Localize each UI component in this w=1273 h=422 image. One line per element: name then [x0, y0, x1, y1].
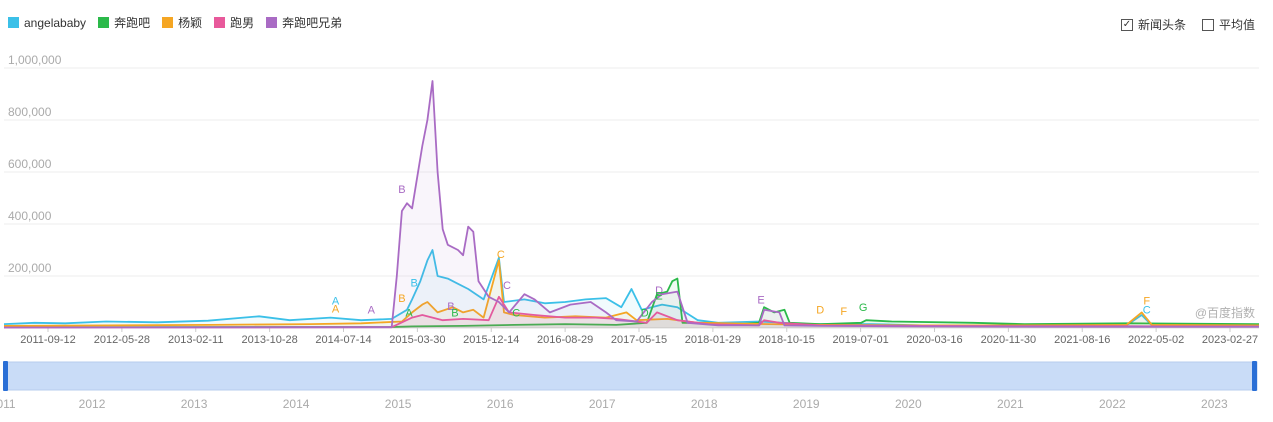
x-tick-label: 2014-07-14: [315, 334, 371, 346]
news-marker[interactable]: B: [447, 301, 454, 313]
legend-swatch: [266, 17, 278, 28]
x-tick-label: 2013-02-11: [168, 334, 223, 346]
news-marker[interactable]: A: [368, 305, 376, 317]
navigator-year-label: 2020: [895, 397, 922, 411]
news-marker[interactable]: A: [332, 303, 340, 315]
navigator-year-label: 011: [0, 397, 16, 411]
legend-swatch: [8, 17, 19, 28]
x-tick-label: 2018-01-29: [685, 334, 741, 346]
news-marker[interactable]: B: [451, 307, 458, 319]
legend-item[interactable]: angelababy: [8, 14, 86, 31]
y-tick-label: 1,000,000: [8, 53, 62, 67]
legend-swatch: [162, 17, 174, 28]
news-marker[interactable]: A: [332, 296, 340, 308]
news-marker[interactable]: A: [405, 307, 413, 319]
news-marker[interactable]: F: [840, 306, 847, 318]
series-area: [4, 260, 1259, 328]
news-marker[interactable]: C: [512, 307, 520, 319]
x-tick-label: 2011-09-12: [20, 334, 75, 346]
news-checkbox[interactable]: ✓: [1120, 18, 1133, 31]
watermark: @百度指数: [1194, 306, 1255, 320]
x-tick-label: 2020-11-30: [981, 334, 1036, 346]
navigator-year-label: 2016: [487, 397, 514, 411]
news-marker[interactable]: F: [1143, 296, 1150, 308]
news-marker[interactable]: E: [655, 290, 662, 302]
navigator-year-label: 2014: [283, 397, 310, 411]
y-tick-label: 400,000: [8, 209, 52, 223]
range-handle-left[interactable]: [3, 361, 8, 391]
series-line: [3, 80, 1259, 329]
x-tick-label: 2022-05-02: [1128, 334, 1184, 346]
x-tick-label: 2018-10-15: [759, 334, 815, 346]
average-label: 平均值: [1218, 18, 1255, 32]
news-marker[interactable]: E: [757, 294, 764, 306]
chart-options: ✓ 新闻头条 平均值: [1120, 16, 1255, 33]
x-tick-label: 2016-08-29: [537, 334, 593, 346]
x-tick-label: 2013-10-28: [241, 334, 297, 346]
navigator-year-label: 2022: [1099, 397, 1126, 411]
x-tick-label: 2015-03-30: [389, 334, 445, 346]
news-marker[interactable]: B: [410, 277, 417, 289]
news-label: 新闻头条: [1137, 18, 1186, 32]
navigator-year-label: 2018: [691, 397, 718, 411]
x-tick-label: 2017-05-15: [611, 334, 667, 346]
x-tick-label: 2023-02-27: [1202, 334, 1258, 346]
x-tick-label: 2015-12-14: [463, 334, 519, 346]
navigator-year-label: 2013: [181, 397, 208, 411]
legend-item[interactable]: 跑男: [214, 14, 254, 31]
navigator-year-label: 2015: [385, 397, 412, 411]
navigator-year-label: 2023: [1201, 397, 1228, 411]
news-marker[interactable]: D: [816, 305, 824, 317]
news-marker[interactable]: D: [641, 307, 649, 319]
legend-label: 奔跑吧: [114, 16, 151, 30]
news-marker[interactable]: C: [503, 280, 511, 292]
legend-label: 杨颖: [178, 16, 203, 30]
news-marker[interactable]: C: [497, 249, 505, 261]
legend-item[interactable]: 杨颖: [162, 14, 202, 31]
news-marker[interactable]: B: [398, 184, 405, 196]
legend-label: 奔跑吧兄弟: [282, 16, 343, 30]
navigator-year-label: 2012: [79, 397, 106, 411]
y-tick-label: 800,000: [8, 105, 52, 119]
average-toggle[interactable]: 平均值: [1201, 16, 1255, 33]
legend-label: angelababy: [24, 15, 87, 30]
news-headlines-toggle[interactable]: ✓ 新闻头条: [1120, 16, 1186, 33]
legend: angelababy 奔跑吧 杨颖 跑男 奔跑吧兄弟: [8, 14, 342, 31]
range-navigator: [3, 361, 1258, 391]
navigator-year-label: 2021: [997, 397, 1024, 411]
y-tick-label: 600,000: [8, 157, 52, 171]
range-handle-right[interactable]: [1252, 361, 1257, 391]
legend-item[interactable]: 奔跑吧兄弟: [266, 14, 342, 31]
news-marker[interactable]: D: [655, 285, 663, 297]
news-marker[interactable]: B: [398, 293, 405, 305]
x-tick-label: 2020-03-16: [906, 334, 962, 346]
legend-swatch: [214, 17, 226, 28]
x-tick-label: 2021-08-16: [1054, 334, 1110, 346]
average-checkbox[interactable]: [1201, 18, 1214, 31]
legend-item[interactable]: 奔跑吧: [98, 14, 150, 31]
navigator-year-label: 2017: [589, 397, 616, 411]
news-marker[interactable]: G: [859, 302, 868, 314]
legend-label: 跑男: [230, 16, 255, 30]
legend-swatch: [98, 17, 110, 28]
x-tick-label: 2019-07-01: [832, 334, 888, 346]
y-tick-label: 200,000: [8, 261, 52, 275]
navigator-year-label: 2019: [793, 397, 820, 411]
news-marker[interactable]: C: [1143, 305, 1151, 317]
x-tick-label: 2012-05-28: [94, 334, 150, 346]
